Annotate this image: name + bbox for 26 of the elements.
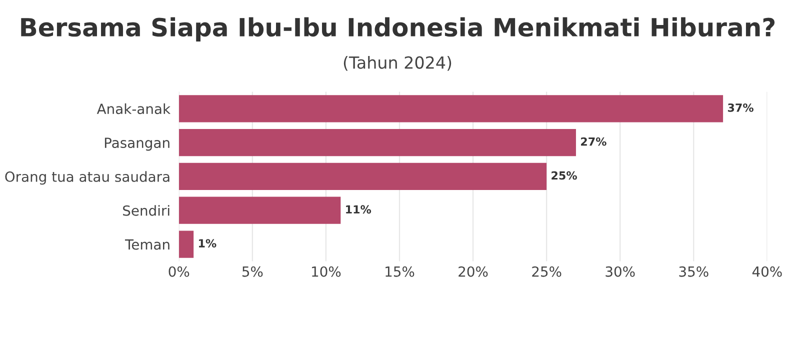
y-tick-label: Anak-anak xyxy=(96,103,171,114)
chart-subtitle: (Tahun 2024) xyxy=(344,56,452,71)
bar xyxy=(178,128,576,156)
bar xyxy=(178,162,547,190)
bar xyxy=(178,196,341,224)
x-tick-label: 35% xyxy=(679,266,708,277)
x-tick-label: 25% xyxy=(532,266,562,277)
x-tick-label: 30% xyxy=(606,266,635,277)
y-tick-label: Pasangan xyxy=(104,138,170,151)
data-label: 27% xyxy=(581,137,606,146)
x-tick-label: 15% xyxy=(386,266,414,277)
data-label: 11% xyxy=(346,205,372,214)
y-tick-label: Orang tua atau saudara xyxy=(5,171,170,185)
y-tick-label: Teman xyxy=(124,239,170,250)
chart-title: Bersama Siapa Ibu-Ibu Indonesia Menikmati Hiburan? xyxy=(21,17,775,42)
data-label: 25% xyxy=(552,171,577,180)
data-label: 37% xyxy=(728,103,754,112)
x-tick-label: 0% xyxy=(168,266,190,277)
bar xyxy=(178,95,724,122)
x-tick-label: 20% xyxy=(458,266,488,277)
x-tick-label: 5% xyxy=(242,266,263,277)
y-tick-label: Sendiri xyxy=(123,205,170,216)
data-label: 1% xyxy=(199,239,216,248)
x-tick-label: 40% xyxy=(752,266,782,277)
x-tick-label: 10% xyxy=(312,266,341,277)
bar xyxy=(178,230,194,258)
